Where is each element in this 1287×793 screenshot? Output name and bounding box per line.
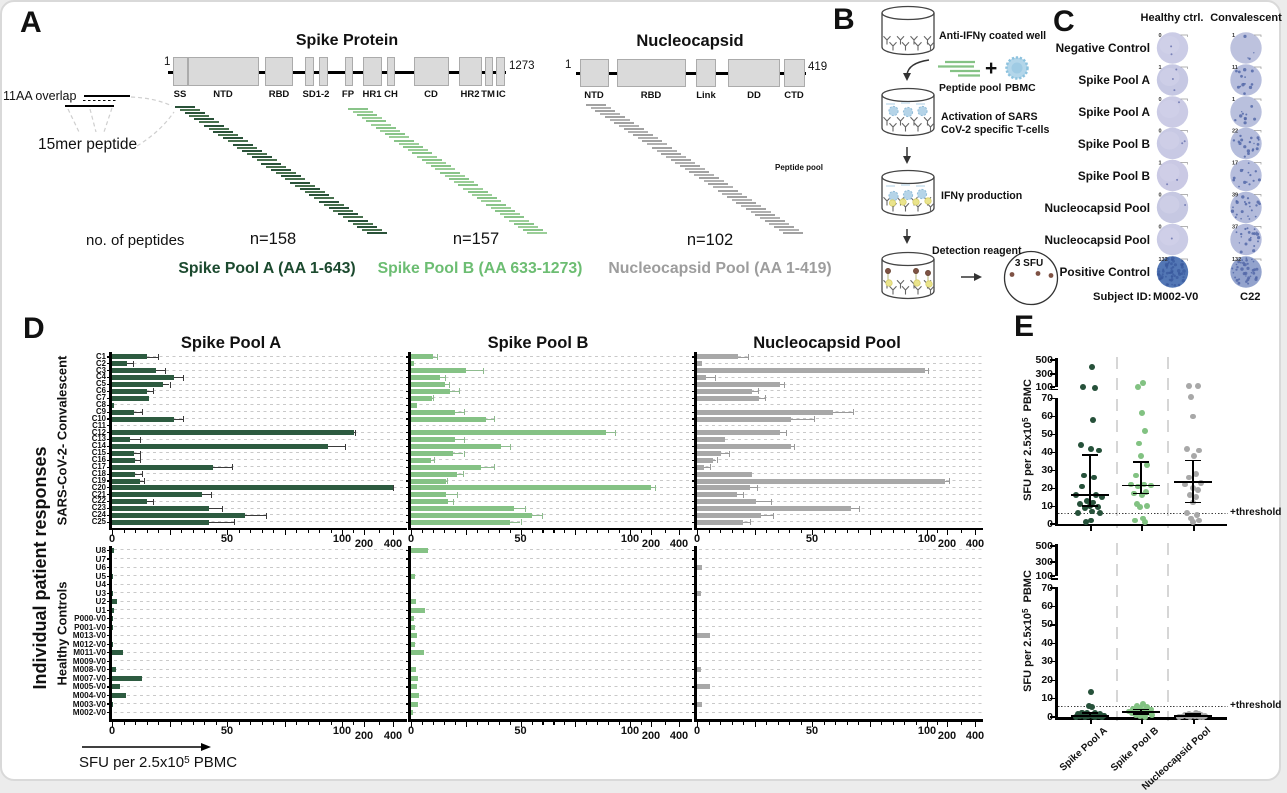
svg-text:1: 1 [1159, 65, 1162, 71]
svg-text:132: 132 [1159, 257, 1168, 263]
svg-text:3 SFU: 3 SFU [1015, 258, 1043, 269]
svg-text:37: 37 [1232, 225, 1238, 231]
svg-text:+: + [985, 57, 997, 80]
svg-text:1: 1 [1232, 97, 1235, 103]
svg-text:0: 0 [1159, 193, 1162, 199]
svg-text:22: 22 [1232, 129, 1238, 135]
svg-text:11: 11 [1232, 65, 1238, 71]
svg-text:1: 1 [1159, 161, 1162, 167]
svg-text:1: 1 [1232, 33, 1235, 39]
svg-text:0: 0 [1159, 33, 1162, 39]
svg-text:17: 17 [1232, 161, 1238, 167]
svg-text:39: 39 [1232, 193, 1238, 199]
svg-text:0: 0 [1159, 129, 1162, 135]
svg-text:0: 0 [1159, 225, 1162, 231]
svg-text:132: 132 [1232, 257, 1241, 263]
svg-text:0: 0 [1159, 97, 1162, 103]
